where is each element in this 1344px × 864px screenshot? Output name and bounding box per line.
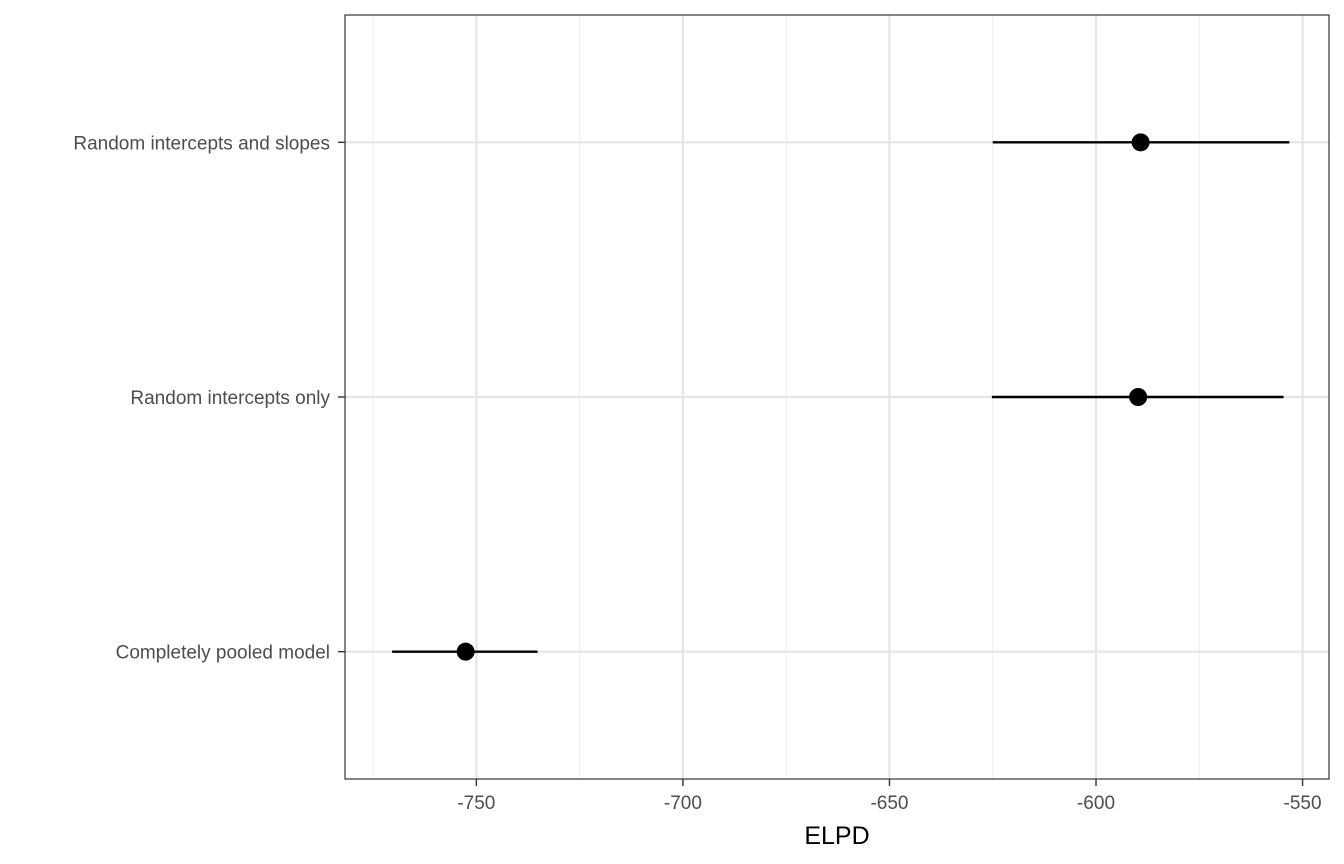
x-tick-labels: -750 -700 -650 -600 -550 [457,793,1321,814]
y-tick-label: Completely pooled model [116,643,330,664]
x-tick-label: -700 [664,793,702,814]
elpd-point [456,642,475,661]
x-axis-title: ELPD [804,822,869,850]
x-tick-label: -650 [870,793,908,814]
elpd-point [1129,388,1148,406]
x-tick-label: -750 [457,793,495,814]
data-marks [392,133,1290,661]
x-tick-label: -600 [1077,793,1115,814]
y-tick-label: Random intercepts only [130,388,330,409]
axis-ticks [338,141,1304,786]
x-tick-label: -550 [1284,793,1322,814]
y-tick-labels: Random intercepts and slopes Random inter… [73,133,330,663]
y-tick-label: Random intercepts and slopes [73,133,330,154]
elpd-point [1131,133,1150,152]
